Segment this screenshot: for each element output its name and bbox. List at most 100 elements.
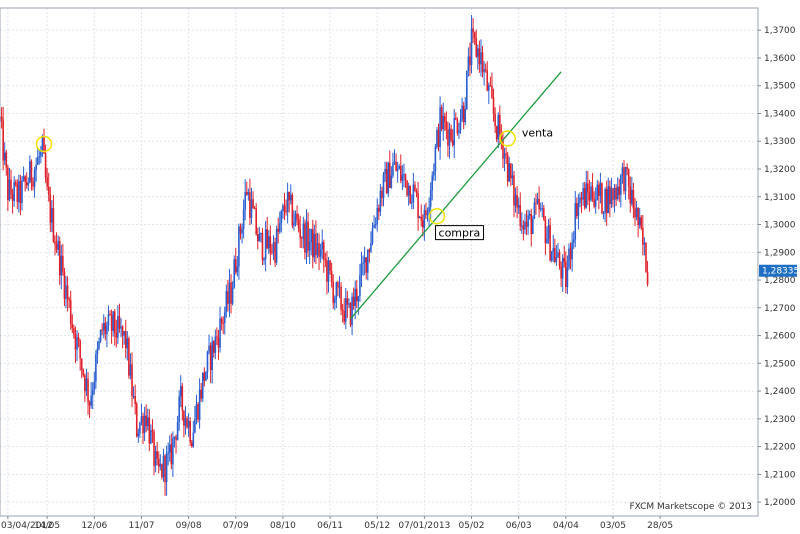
candle-body (110, 315, 113, 331)
current-price-marker: 1,28335 (759, 264, 799, 277)
x-tick-label: 11/07 (128, 521, 154, 531)
candle-body (76, 337, 78, 350)
candle-body (326, 260, 328, 282)
candle-body (568, 248, 570, 268)
candle-body (550, 251, 553, 261)
candle-body (602, 212, 605, 214)
current-price-label: 1,28335 (762, 267, 799, 277)
y-tick-label: 1,2500 (764, 359, 796, 369)
candle-body (340, 286, 342, 310)
candle-body (190, 442, 193, 447)
candle-body (494, 113, 496, 127)
y-tick-label: 1,2100 (764, 470, 796, 480)
candle-body (624, 167, 627, 192)
candle-body (256, 234, 259, 242)
candle-body (25, 181, 28, 186)
candle-body (184, 418, 187, 426)
candle-body (293, 222, 295, 226)
x-tick-label: 04/04 (553, 521, 579, 531)
candle-body (307, 221, 309, 251)
x-tick-label: 03/05 (600, 521, 626, 531)
candle-body (571, 242, 573, 260)
candle-body (459, 119, 462, 131)
candle-body (143, 415, 146, 434)
x-tick-label: 12/06 (81, 521, 107, 531)
candle-body (27, 182, 30, 186)
candle-body (576, 203, 578, 217)
candle-body (140, 416, 143, 423)
candle-body (146, 417, 149, 427)
candle-body (183, 410, 185, 426)
x-tick-label: 08/10 (270, 521, 296, 531)
candle-body (21, 180, 23, 203)
candle-body (620, 175, 622, 195)
candle-body (510, 163, 512, 179)
candle-body (214, 336, 217, 353)
highlight-circle (428, 207, 446, 225)
candle-body (134, 396, 136, 404)
candle-body (24, 176, 26, 182)
candle-body (393, 161, 396, 164)
candle-body (341, 309, 344, 311)
candle-body (593, 198, 595, 207)
x-tick-label: 07/09 (223, 521, 249, 531)
candle-body (263, 259, 265, 261)
candle-body (365, 257, 368, 273)
y-tick-label: 1,3700 (764, 26, 796, 36)
candle-body (145, 415, 147, 427)
candle-body (499, 114, 501, 135)
candle-body (535, 202, 537, 204)
candle-body (530, 213, 533, 235)
candle-body (71, 323, 74, 329)
candle-body (35, 164, 37, 170)
candle-body (503, 153, 506, 159)
candle-body (68, 298, 70, 301)
candle-body (569, 248, 572, 260)
candle-body (544, 219, 547, 244)
candle-body (612, 188, 614, 200)
candle-body (128, 338, 130, 376)
candle-body (552, 248, 555, 252)
candle-body (492, 97, 495, 114)
candle-body (41, 137, 44, 150)
candle-body (44, 153, 47, 178)
candle-body (260, 232, 262, 235)
candle-body (203, 372, 206, 381)
candle-body (404, 174, 407, 181)
candle-body (115, 333, 118, 338)
candle-body (139, 422, 141, 434)
candle-body (321, 241, 324, 250)
candle-body (195, 404, 198, 419)
candle-body (51, 208, 53, 223)
candle-body (264, 229, 267, 260)
candle-body (252, 199, 254, 209)
candle-body (371, 227, 374, 244)
candle-body (197, 404, 199, 420)
candle-body (159, 464, 162, 467)
candle-body (225, 291, 228, 313)
candle-body (239, 226, 242, 234)
candle-body (521, 225, 523, 227)
candle-body (384, 169, 386, 175)
candle-body (117, 316, 119, 338)
y-tick-label: 1,3500 (764, 82, 796, 92)
candle-body (300, 237, 303, 239)
candle-body (222, 322, 224, 324)
candle-body (124, 331, 127, 349)
candle-body (396, 168, 399, 172)
candle-body (536, 198, 539, 204)
candle-body (112, 311, 114, 331)
candle-body (488, 85, 490, 91)
drawing-layer: venta compra (35, 71, 562, 320)
x-tick-label: 06/03 (506, 521, 532, 531)
candle-body (153, 431, 155, 466)
candle-body (236, 266, 239, 273)
candle-body (77, 337, 80, 341)
candle-body (462, 105, 465, 123)
candle-body (599, 183, 602, 196)
candle-body (79, 340, 81, 359)
candle-body (274, 242, 276, 263)
candle-body (170, 444, 173, 465)
candle-body (439, 107, 441, 148)
candle-body (547, 225, 550, 239)
